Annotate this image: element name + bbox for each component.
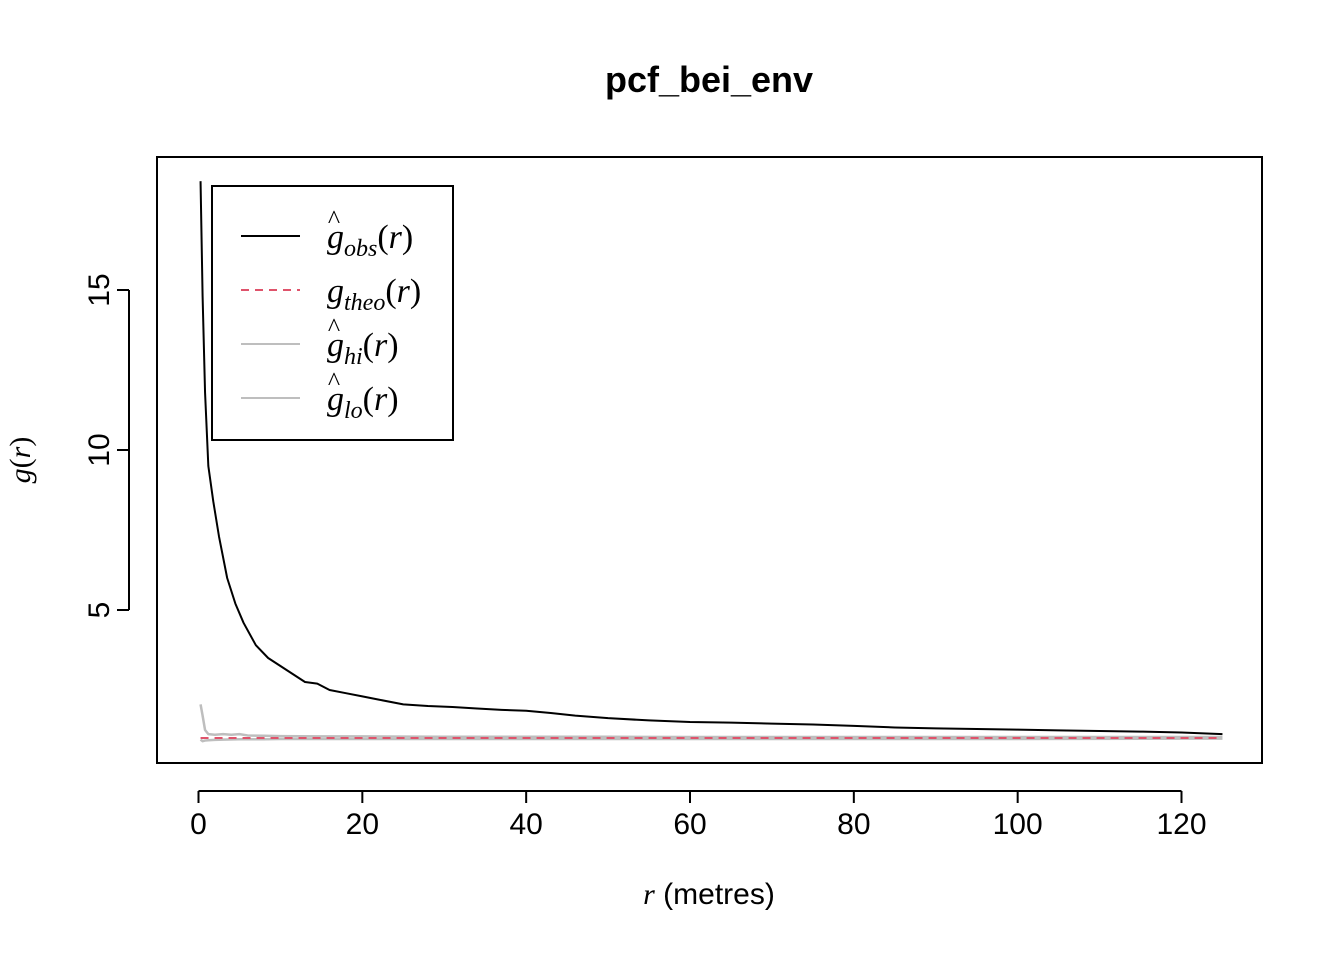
legend: gobs(r)^gtheo(r)ghi(r)^glo(r)^: [211, 185, 454, 441]
y-axis-label-fn: g: [4, 468, 37, 483]
legend-hat-obs: ^: [328, 205, 340, 234]
y-tick-label: 10: [83, 433, 116, 466]
x-axis-label-var: r: [643, 878, 655, 911]
legend-entry-theo: gtheo(r): [327, 273, 421, 316]
y-axis-label: g(r): [4, 437, 37, 484]
legend-entry-obs: gobs(r)^: [327, 205, 413, 262]
series-line-hi: [199, 704, 1223, 739]
x-axis-label-unit: (metres): [655, 878, 775, 911]
x-axis-label: r (metres): [643, 878, 775, 911]
x-tick-label: 80: [837, 808, 870, 841]
chart-title: pcf_bei_env: [605, 59, 813, 100]
y-tick-label: 15: [83, 273, 116, 306]
y-axis: 5 10 15: [83, 273, 130, 619]
legend-label-obs: gobs(r): [327, 219, 413, 262]
x-tick-label: 120: [1156, 808, 1206, 841]
x-tick-label: 0: [190, 808, 207, 841]
legend-entry-hi: ghi(r)^: [327, 313, 399, 370]
x-tick-label: 100: [993, 808, 1043, 841]
x-axis: 0 20 40 60 80 100 120: [190, 790, 1207, 841]
legend-entry-lo: glo(r)^: [327, 367, 399, 424]
y-axis-label-arg: r: [4, 446, 37, 458]
series-line-lo: [199, 737, 1223, 743]
legend-hat-lo: ^: [328, 367, 340, 396]
plot-frame: [156, 156, 1263, 764]
series-line-obs: [199, 181, 1223, 736]
legend-label-hi: ghi(r): [327, 327, 399, 370]
legend-label-lo: glo(r): [327, 381, 399, 424]
legend-label-theo: gtheo(r): [327, 273, 421, 316]
legend-hat-hi: ^: [328, 313, 340, 342]
series-layer: [199, 181, 1223, 743]
y-tick-label: 5: [83, 602, 116, 619]
x-tick-label: 40: [509, 808, 542, 841]
x-tick-label: 20: [346, 808, 379, 841]
x-tick-label: 60: [673, 808, 706, 841]
